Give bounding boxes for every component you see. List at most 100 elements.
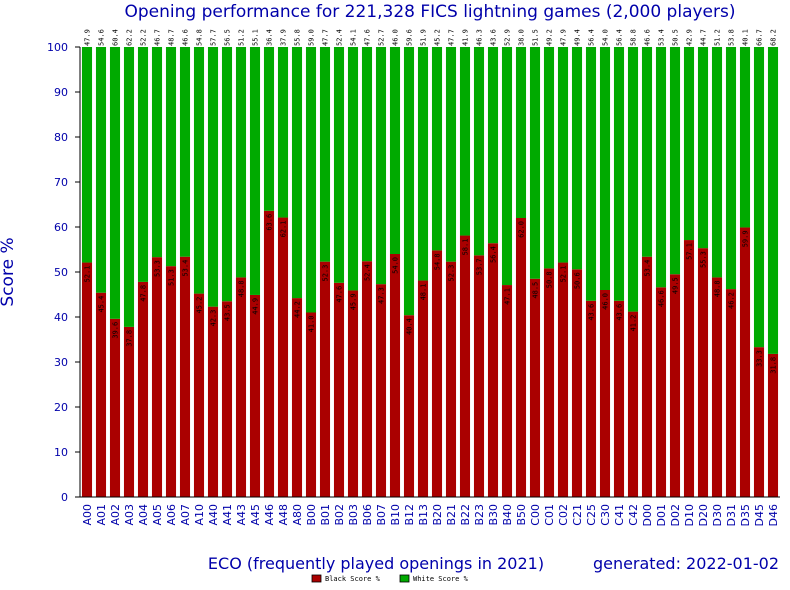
legend-label: White Score % [413, 575, 469, 583]
data-label-black: 49.5 [672, 277, 680, 294]
bar-white-score [501, 47, 513, 286]
x-tick-label: C02 [557, 504, 570, 526]
data-label-white: 46.3 [476, 29, 484, 46]
data-label-white: 52.2 [140, 29, 148, 46]
y-tick-label: 10 [54, 446, 68, 459]
bar-white-score [487, 47, 499, 244]
data-label-black: 55.3 [700, 251, 708, 268]
data-label-white: 46.6 [644, 29, 652, 46]
x-tick-label: A01 [95, 504, 108, 526]
bar-black-score [389, 254, 401, 497]
y-tick-label: 40 [54, 311, 68, 324]
bar-white-score [375, 47, 387, 285]
bar-white-score [697, 47, 709, 249]
x-tick-label: D45 [753, 504, 766, 526]
data-label-white: 54.0 [602, 29, 610, 46]
data-label-black: 47.8 [140, 285, 148, 302]
data-label-black: 47.3 [378, 287, 386, 304]
bar-black-score [109, 318, 121, 497]
bar-black-score [627, 311, 639, 497]
data-label-white: 49.4 [574, 29, 582, 46]
y-tick-label: 80 [54, 131, 68, 144]
bar-black-score [123, 326, 135, 497]
data-label-black: 59.9 [742, 230, 750, 247]
bar-white-score [627, 47, 639, 312]
data-label-white: 36.4 [266, 29, 274, 46]
x-tick-label: B23 [473, 504, 486, 526]
bar-white-score [277, 47, 289, 218]
bar-white-score [221, 47, 233, 302]
x-tick-label: A03 [123, 504, 136, 526]
data-label-black: 50.6 [574, 272, 582, 289]
x-tick-label: B00 [305, 504, 318, 526]
bar-black-score [515, 218, 527, 497]
data-label-black: 53.7 [476, 258, 484, 275]
data-label-white: 55.1 [252, 29, 260, 46]
generated-date: generated: 2022-01-02 [593, 554, 779, 573]
data-label-black: 54.8 [434, 253, 442, 270]
x-tick-label: D46 [767, 504, 780, 526]
bar-white-score [263, 47, 275, 211]
bar-black-score [487, 243, 499, 497]
data-label-black: 41.0 [308, 316, 316, 333]
bar-white-score [137, 47, 149, 282]
data-label-black: 37.8 [126, 330, 134, 347]
bar-white-score [347, 47, 359, 291]
x-tick-label: A46 [263, 504, 276, 526]
x-tick-label: D20 [697, 504, 710, 526]
bar-black-score [585, 300, 597, 497]
x-tick-label: A43 [235, 504, 248, 526]
bar-black-score [165, 266, 177, 497]
data-label-white: 45.2 [434, 29, 442, 46]
bar-black-score [137, 281, 149, 497]
data-label-black: 47.1 [504, 288, 512, 305]
data-label-white: 53.4 [658, 29, 666, 46]
data-label-white: 56.5 [224, 29, 232, 46]
data-label-black: 56.4 [490, 246, 498, 263]
y-tick-label: 0 [61, 491, 68, 504]
data-label-black: 62.1 [280, 221, 288, 238]
data-label-black: 58.1 [462, 239, 470, 256]
y-tick-label: 90 [54, 86, 68, 99]
data-label-black: 51.3 [168, 269, 176, 286]
x-tick-label: D00 [641, 504, 654, 526]
data-label-black: 43.6 [616, 304, 624, 321]
data-label-black: 62.0 [518, 221, 526, 238]
x-tick-label: C30 [599, 504, 612, 526]
x-tick-label: A06 [165, 504, 178, 526]
bar-black-score [599, 290, 611, 497]
bar-white-score [361, 47, 373, 262]
data-label-white: 49.2 [546, 29, 554, 46]
bar-white-score [571, 47, 583, 270]
x-tick-label: A02 [109, 504, 122, 526]
data-label-white: 51.2 [238, 29, 246, 46]
x-tick-label: A48 [277, 504, 290, 526]
bar-black-score [249, 294, 261, 497]
data-label-black: 42.3 [210, 310, 218, 327]
data-label-white: 58.8 [630, 29, 638, 46]
x-tick-label: B03 [347, 504, 360, 526]
bar-black-score [739, 227, 751, 497]
y-tick-label: 100 [47, 41, 68, 54]
x-tick-label: B01 [319, 504, 332, 526]
bar-black-score [193, 293, 205, 497]
bar-white-score [669, 47, 681, 275]
bar-white-score [81, 47, 93, 263]
data-label-white: 43.6 [490, 29, 498, 46]
data-label-white: 47.7 [448, 29, 456, 46]
bar-white-score [515, 47, 527, 218]
bar-black-score [179, 256, 191, 497]
data-label-white: 46.0 [392, 29, 400, 46]
x-tick-label: A04 [137, 504, 150, 526]
data-label-black: 45.4 [98, 296, 106, 313]
data-label-white: 47.9 [84, 29, 92, 46]
bar-white-score [305, 47, 317, 313]
x-tick-label: D10 [683, 504, 696, 526]
legend-swatch [311, 574, 322, 583]
bar-black-score [753, 347, 765, 497]
data-label-black: 52.3 [448, 265, 456, 282]
legend: Black Score % White Score % [311, 574, 469, 583]
bar-white-score [529, 47, 541, 279]
bar-black-score [767, 353, 779, 497]
bar-black-score [319, 261, 331, 497]
